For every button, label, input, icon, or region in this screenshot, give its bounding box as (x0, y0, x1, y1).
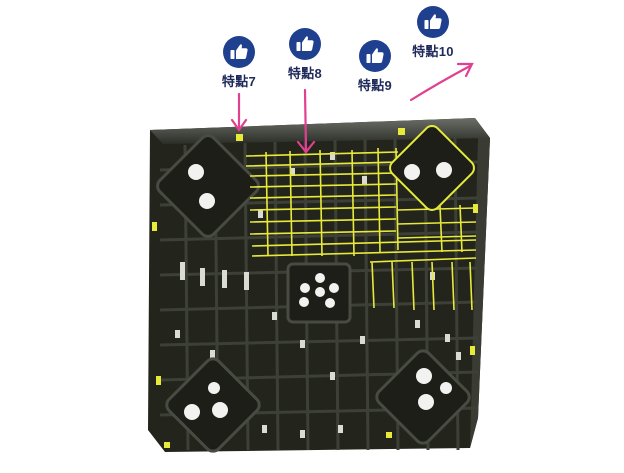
center-block (286, 262, 352, 324)
arrow-feature-10 (409, 64, 472, 102)
thumbs-up-icon (223, 36, 255, 68)
thumbs-up-icon (289, 28, 321, 60)
arrow-feature-8 (303, 88, 308, 152)
corner-block-bottom-right (375, 349, 471, 445)
feature-label: 特點9 (357, 78, 393, 93)
arrows (230, 62, 474, 154)
feature-label: 特點8 (287, 66, 323, 81)
corner-block-top-left (156, 134, 260, 238)
highlight-corner-frame (389, 125, 475, 211)
feature-8: 特點8 (265, 28, 345, 82)
thumbs-up-icon (359, 40, 391, 72)
feature-7: 特點7 (199, 36, 279, 90)
thumbs-up-icon (417, 6, 449, 38)
feature-9: 特點9 (335, 40, 415, 94)
feature-10: 特點10 (393, 6, 473, 60)
corner-block-bottom-left (165, 357, 261, 453)
feature-label: 特點7 (221, 74, 257, 89)
yellow-markers (152, 128, 478, 448)
highlight-lines (245, 147, 477, 311)
feature-label: 特點10 (412, 44, 454, 59)
